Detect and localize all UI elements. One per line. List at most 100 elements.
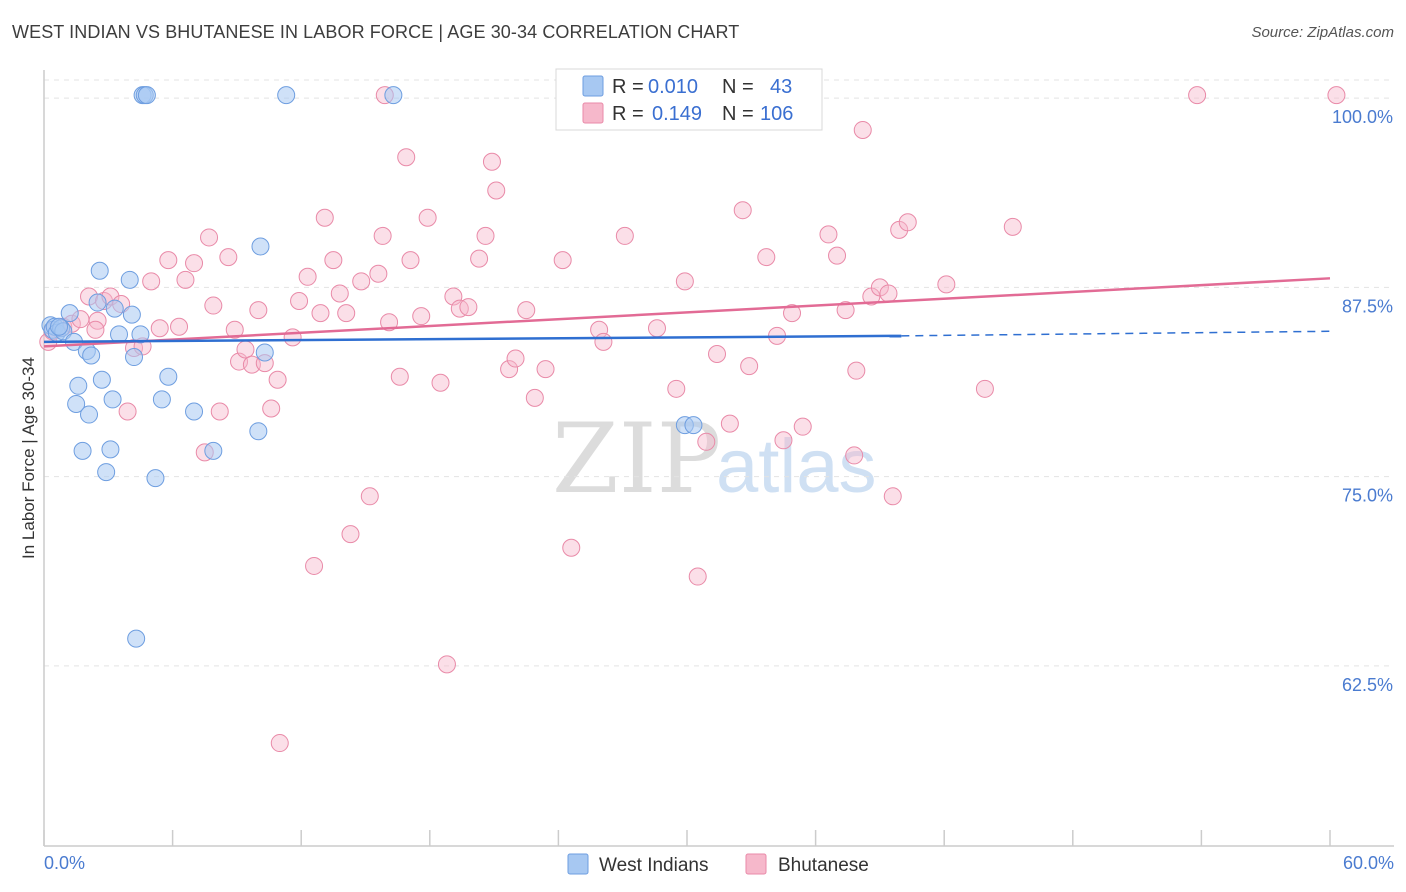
- bhutanese-point: [898, 213, 917, 232]
- y-axis-title: In Labor Force | Age 30-34: [19, 357, 38, 559]
- bhutanese-point: [836, 301, 855, 320]
- bhutanese-point: [697, 432, 716, 451]
- bhutanese-point: [828, 246, 847, 265]
- bhutanese-point: [1327, 86, 1346, 105]
- bhutanese-point: [845, 446, 864, 465]
- trend-lines: [43, 277, 1331, 348]
- west-indians-point: [80, 405, 99, 424]
- legend: R = 0.010 N = 43 R = 0.149 N = 106: [555, 68, 823, 131]
- bhutanese-point: [793, 417, 812, 436]
- west-indians-point: [384, 86, 403, 105]
- legend-swatch-bhutanese: [582, 102, 604, 124]
- bhutanese-point: [819, 225, 838, 244]
- bhutanese-point: [783, 304, 802, 323]
- bhutanese-point: [290, 292, 309, 311]
- west-indians-points: [41, 86, 703, 648]
- bhutanese-point: [185, 254, 204, 273]
- bhutanese-point: [249, 301, 268, 320]
- bottom-legend: West Indians Bhutanese: [567, 853, 869, 876]
- bhutanese-point: [879, 284, 898, 303]
- bhutanese-point: [200, 228, 219, 247]
- bhutanese-point: [594, 332, 613, 351]
- bhutanese-point: [341, 525, 360, 544]
- bhutanese-point: [176, 270, 195, 289]
- bhutanese-point: [369, 264, 388, 283]
- bhutanese-point: [118, 402, 137, 421]
- bhutanese-point: [500, 360, 519, 379]
- bhutanese-point: [476, 226, 495, 245]
- bhutanese-point: [86, 320, 105, 339]
- bhutanese-point: [562, 538, 581, 557]
- bottom-legend-swatch-west-indians: [567, 853, 589, 875]
- bhutanese-point: [311, 304, 330, 323]
- bhutanese-point: [740, 357, 759, 376]
- bhutanese-point: [937, 275, 956, 294]
- legend-r-value-bhutanese: 0.149: [652, 103, 702, 125]
- west-indians-point: [255, 343, 274, 362]
- bhutanese-point: [401, 251, 420, 270]
- bhutanese-point: [305, 556, 324, 575]
- west-indians-point: [249, 422, 268, 441]
- legend-n-label-west-indians: N =: [722, 76, 754, 98]
- bhutanese-point: [225, 320, 244, 339]
- bhutanese-point: [647, 319, 666, 338]
- west-indians-point: [60, 304, 79, 323]
- bhutanese-point: [236, 340, 255, 359]
- bhutanese-point: [1188, 86, 1207, 105]
- bhutanese-point: [150, 319, 169, 338]
- bhutanese-point: [270, 734, 289, 753]
- west-indians-point: [159, 367, 178, 386]
- west-indians-point: [82, 346, 101, 365]
- bhutanese-point: [470, 249, 489, 268]
- west-indians-point: [684, 416, 703, 435]
- west-indians-point: [137, 86, 156, 105]
- bhutanese-point: [774, 431, 793, 450]
- west-indians-point: [120, 270, 139, 289]
- y-tick-label: 62.5%: [1342, 675, 1393, 695]
- bhutanese-point: [283, 328, 302, 347]
- bhutanese-point: [418, 208, 437, 227]
- bhutanese-point: [883, 487, 902, 506]
- bhutanese-point: [525, 388, 544, 407]
- bhutanese-point: [757, 248, 776, 267]
- legend-r-value-west-indians: 0.010: [648, 76, 698, 98]
- y-tick-label: 87.5%: [1342, 296, 1393, 316]
- west-indians-point: [125, 348, 144, 367]
- bhutanese-points: [39, 86, 1346, 753]
- bhutanese-point: [1003, 217, 1022, 236]
- legend-r-label-west-indians: R =: [612, 76, 644, 98]
- bhutanese-point: [397, 148, 416, 167]
- bhutanese-point: [159, 251, 178, 270]
- bhutanese-point: [390, 367, 409, 386]
- bhutanese-point: [204, 296, 223, 315]
- bhutanese-point: [688, 567, 707, 586]
- bhutanese-point: [219, 248, 238, 267]
- bhutanese-point: [431, 373, 450, 392]
- legend-swatch-west-indians: [582, 75, 604, 97]
- bhutanese-point: [380, 313, 399, 332]
- bhutanese-point: [412, 307, 431, 326]
- legend-n-label-bhutanese: N =: [722, 103, 754, 125]
- x-axis-ticks: [43, 830, 1331, 846]
- bhutanese-point: [142, 272, 161, 291]
- bhutanese-point: [324, 251, 343, 270]
- legend-n-value-west-indians: 43: [770, 76, 792, 98]
- bhutanese-point: [298, 267, 317, 286]
- bhutanese-point: [675, 272, 694, 291]
- west-indians-point: [97, 463, 116, 482]
- bhutanese-point: [506, 349, 525, 368]
- bhutanese-point: [210, 402, 229, 421]
- bhutanese-trend-line: [43, 277, 1331, 348]
- bhutanese-point: [536, 360, 555, 379]
- west-indians-point: [146, 469, 165, 488]
- chart-source: Source: ZipAtlas.com: [1251, 24, 1394, 41]
- west-indians-point: [92, 370, 111, 389]
- west-indians-point: [122, 305, 141, 324]
- y-tick-label: 75.0%: [1342, 486, 1393, 506]
- bhutanese-point: [337, 304, 356, 323]
- bhutanese-point: [487, 181, 506, 200]
- west-indians-point: [152, 390, 171, 409]
- bhutanese-point: [975, 379, 994, 398]
- west-indians-point: [127, 629, 146, 648]
